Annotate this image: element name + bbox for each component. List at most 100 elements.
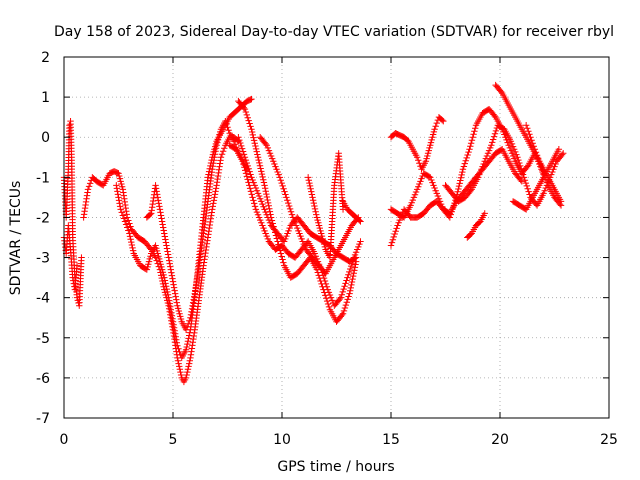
data-point	[158, 263, 165, 271]
data-point	[477, 168, 484, 176]
data-point	[467, 187, 474, 194]
data-point	[349, 272, 357, 280]
data-point	[430, 128, 438, 136]
data-point	[279, 182, 286, 190]
data-point	[510, 146, 518, 153]
data-point	[213, 142, 220, 149]
data-point	[235, 134, 242, 141]
data-point	[126, 230, 133, 237]
data-point	[174, 357, 182, 364]
data-point	[159, 221, 166, 228]
data-point	[243, 159, 251, 167]
data-point	[248, 126, 255, 133]
data-point	[343, 277, 350, 284]
data-point	[282, 235, 289, 243]
data-point	[325, 289, 333, 296]
data-point	[189, 299, 197, 306]
data-point	[189, 302, 196, 309]
data-point	[116, 175, 124, 182]
data-point	[263, 193, 271, 201]
data-point	[280, 259, 287, 266]
data-point	[525, 128, 532, 135]
data-point	[214, 136, 222, 144]
data-point	[118, 183, 126, 190]
data-point	[517, 165, 525, 172]
data-point	[424, 150, 432, 157]
data-point	[520, 174, 528, 181]
data-point	[345, 293, 352, 300]
data-point	[284, 197, 291, 204]
data-point	[238, 145, 246, 152]
data-point	[262, 230, 269, 237]
data-point	[278, 253, 285, 260]
data-point	[550, 166, 557, 173]
data-point	[169, 275, 176, 282]
data-point	[175, 360, 182, 367]
data-point	[480, 160, 487, 168]
data-point	[183, 343, 190, 351]
data-point	[253, 208, 261, 216]
data-point	[304, 174, 312, 181]
data-point	[321, 277, 329, 285]
data-point	[415, 183, 422, 190]
data-point	[292, 222, 300, 229]
data-point	[285, 202, 293, 210]
data-point	[306, 182, 314, 190]
data-point	[163, 245, 171, 252]
data-point	[286, 224, 293, 232]
data-point	[212, 145, 220, 152]
data-point	[184, 338, 192, 345]
data-point	[447, 211, 454, 218]
data-point	[466, 146, 473, 153]
data-point	[176, 363, 183, 370]
series-track-r	[464, 210, 488, 241]
data-point	[174, 302, 181, 309]
data-point	[483, 152, 491, 160]
data-point	[209, 206, 216, 213]
y-axis-title: SDTVAR / TECUs	[8, 181, 24, 296]
data-point	[177, 315, 185, 323]
data-point	[504, 139, 511, 146]
data-point	[242, 156, 250, 164]
data-point	[339, 288, 346, 296]
data-point	[532, 149, 540, 156]
data-point	[552, 160, 559, 168]
data-point	[244, 162, 251, 170]
data-point	[246, 182, 253, 189]
data-point	[260, 203, 267, 210]
data-point	[205, 171, 212, 178]
data-point	[84, 186, 92, 193]
data-point	[328, 297, 336, 304]
data-point	[346, 268, 353, 276]
data-point	[125, 227, 132, 234]
data-point	[164, 248, 171, 255]
data-point	[439, 116, 446, 124]
data-point	[524, 163, 531, 170]
x-tick-label: 0	[60, 432, 69, 448]
x-tick-label: 5	[169, 432, 178, 448]
data-point	[172, 293, 179, 300]
data-point	[162, 239, 170, 246]
data-point	[264, 196, 271, 204]
y-tick-label: -5	[36, 331, 50, 347]
data-point	[230, 138, 238, 145]
data-point	[217, 154, 225, 161]
y-tick-label: -3	[36, 251, 50, 267]
data-point	[190, 296, 197, 303]
data-point	[168, 269, 175, 276]
series-track-i	[257, 134, 362, 277]
data-point	[314, 216, 321, 224]
data-point	[459, 166, 467, 173]
data-point	[187, 314, 194, 321]
series-track-j	[304, 150, 347, 261]
data-point	[128, 238, 135, 246]
data-point	[166, 300, 173, 307]
data-point	[263, 190, 270, 198]
data-point	[277, 176, 284, 184]
data-point	[455, 182, 463, 190]
data-point	[260, 176, 267, 183]
data-point	[223, 120, 230, 128]
data-point	[286, 205, 294, 213]
data-point	[144, 263, 151, 271]
data-point	[173, 339, 181, 346]
